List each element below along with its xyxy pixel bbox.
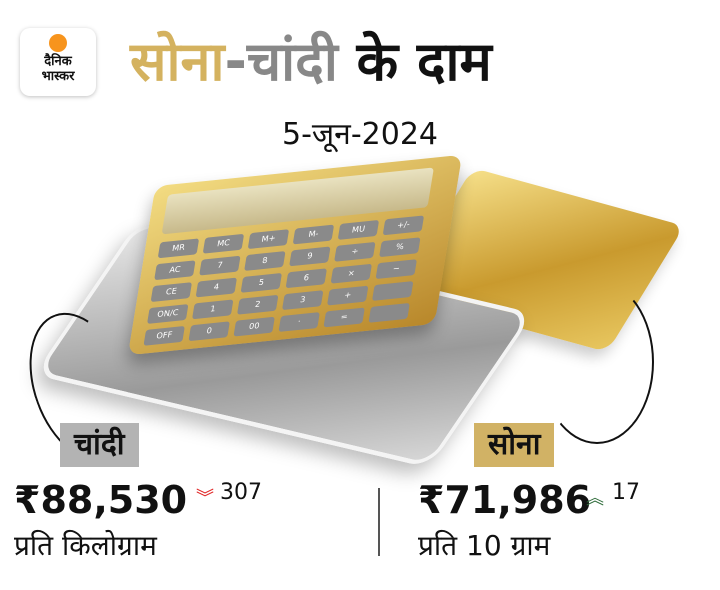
gold-change: 17 xyxy=(612,480,640,505)
calculator-key: % xyxy=(379,237,421,258)
gold-unit: प्रति 10 ग्राम xyxy=(418,529,551,562)
calculator-key: − xyxy=(375,259,417,280)
calculator-key: +/- xyxy=(382,215,425,236)
calculator-key: · xyxy=(278,312,320,332)
title-rest: के दाम xyxy=(337,30,492,93)
silver-change: 307 xyxy=(220,480,262,505)
divider xyxy=(378,488,380,556)
calculator-key: AC xyxy=(154,260,196,281)
logo-text-line1: दैनिक xyxy=(44,54,72,69)
date: 5-जून-2024 xyxy=(282,117,438,152)
title-silver: -चांदी xyxy=(224,30,338,93)
arrow-down-icon: ︾ xyxy=(196,488,214,509)
calculator-keys: MR MC M+ M- MU +/- AC 7 8 9 ÷% CE 4 5 6 × − ON/C 1 2 3 + OFF 0 0… xyxy=(143,215,425,346)
gold-connector-line xyxy=(540,280,654,444)
calculator-key: 0 xyxy=(188,321,230,342)
calculator-key: 5 xyxy=(240,272,283,293)
calculator-key: ON/C xyxy=(147,304,189,324)
gold-price: ₹71,986 xyxy=(418,478,592,522)
dainik-bhaskar-logo: दैनिक भास्कर xyxy=(20,28,96,96)
calculator-key: 8 xyxy=(244,251,286,271)
calculator-key: 3 xyxy=(282,290,324,311)
calculator-key: CE xyxy=(150,282,193,303)
title-gold: सोना xyxy=(130,30,225,93)
silver-label: चांदी xyxy=(60,423,139,467)
sun-icon xyxy=(49,34,67,52)
calculator-key xyxy=(371,281,414,301)
calculator-key: ÷ xyxy=(334,241,376,262)
calculator-key xyxy=(368,302,410,323)
calculator-key: MC xyxy=(202,233,245,254)
calculator-key: 7 xyxy=(199,255,241,276)
logo-text-line2: भास्कर xyxy=(41,69,75,84)
silver-price: ₹88,530 xyxy=(14,478,188,522)
calculator-key: = xyxy=(323,307,365,328)
calculator-key: M+ xyxy=(247,229,290,250)
calculator-key: × xyxy=(330,263,373,284)
calculator-key: 2 xyxy=(237,294,279,315)
calculator-key: OFF xyxy=(143,325,185,346)
calculator-key: M- xyxy=(292,224,335,245)
calculator-key: 00 xyxy=(233,316,275,337)
gold-label: सोना xyxy=(474,423,555,467)
calculator-key: 1 xyxy=(192,299,234,320)
calculator-key: MR xyxy=(157,238,200,259)
calculator-image: MR MC M+ M- MU +/- AC 7 8 9 ÷% CE 4 5 6 × − ON/C 1 2 3 + OFF 0 0… xyxy=(127,154,463,356)
calculator-key: + xyxy=(326,285,369,306)
arrow-up-icon: ︽ xyxy=(586,488,604,509)
silver-unit: प्रति किलोग्राम xyxy=(14,529,157,562)
calculator-key: 6 xyxy=(285,268,328,289)
calculator-key: MU xyxy=(337,219,380,240)
calculator-key: 9 xyxy=(289,246,331,267)
page-title: सोना-चांदी के दाम xyxy=(130,22,492,96)
calculator-key: 4 xyxy=(195,277,238,298)
